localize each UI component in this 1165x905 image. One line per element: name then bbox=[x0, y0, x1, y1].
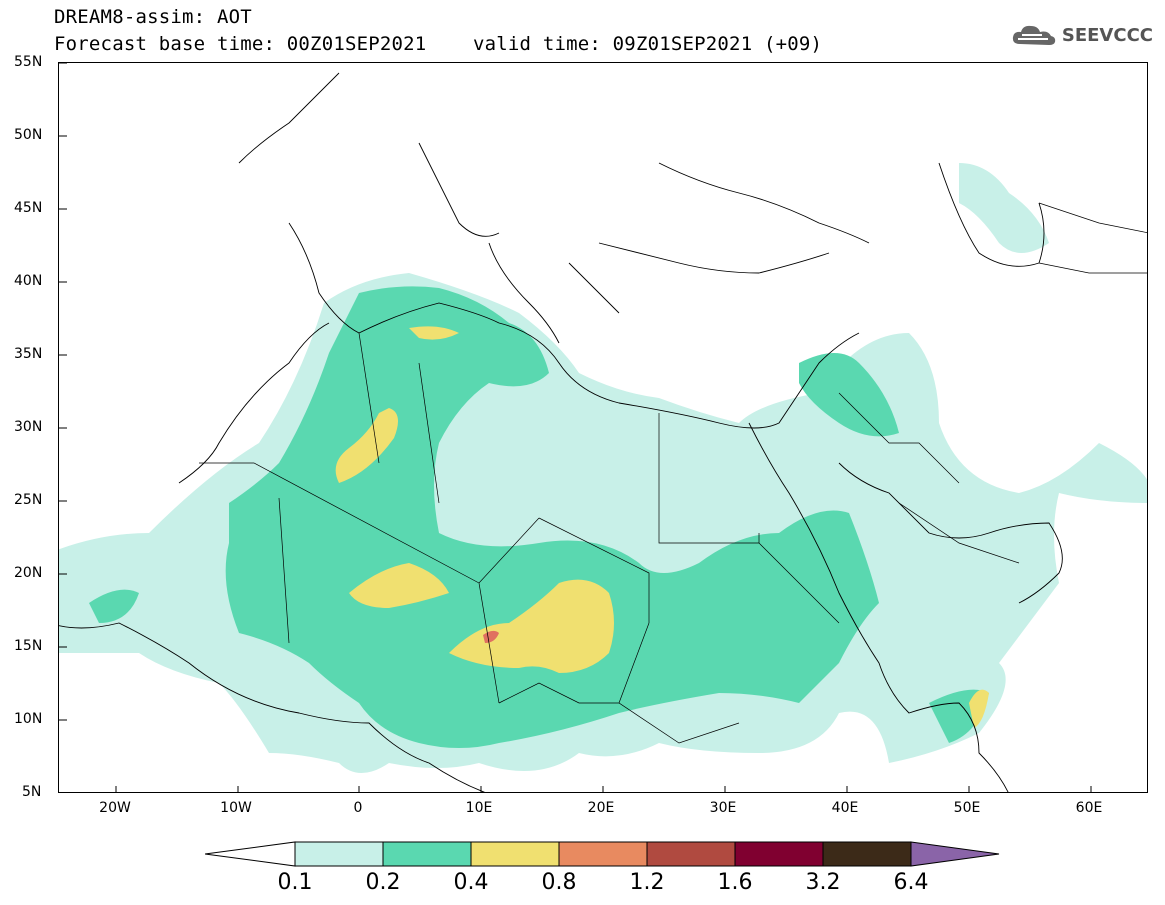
country-borders bbox=[199, 202, 1147, 744]
colorbar-bin bbox=[470, 841, 560, 867]
logo-text: SEEVCCC bbox=[1061, 24, 1153, 46]
lon-label: 60E bbox=[1075, 800, 1103, 816]
colorbar-bin bbox=[822, 841, 912, 867]
lon-label: 30E bbox=[709, 800, 737, 816]
lon-label: 50E bbox=[953, 800, 981, 816]
aot-map[interactable] bbox=[58, 62, 1148, 793]
aot-field-peak bbox=[483, 630, 499, 643]
colorbar-bin bbox=[558, 841, 648, 867]
colorbar-upper-arrow bbox=[910, 841, 1000, 867]
colorbar-label: 3.2 bbox=[805, 870, 841, 895]
colorbar-label: 6.4 bbox=[893, 870, 929, 895]
lat-label: 15N bbox=[14, 638, 43, 654]
colorbar-label: 0.8 bbox=[541, 870, 577, 895]
axis-ticks bbox=[59, 63, 1092, 792]
lat-label: 20N bbox=[14, 565, 43, 581]
lat-label: 5N bbox=[22, 784, 42, 800]
colorbar-label: 0.4 bbox=[453, 870, 489, 895]
colorbar-bin bbox=[294, 841, 384, 867]
colorbar-label: 1.2 bbox=[629, 870, 665, 895]
lat-label: 55N bbox=[14, 54, 43, 70]
colorbar-bin bbox=[646, 841, 736, 867]
lon-label: 10W bbox=[220, 800, 252, 816]
lat-label: 30N bbox=[14, 419, 43, 435]
lon-label: 0 bbox=[353, 800, 363, 816]
lat-label: 25N bbox=[14, 492, 43, 508]
lat-label: 10N bbox=[14, 711, 43, 727]
lat-label: 45N bbox=[14, 200, 43, 216]
seevccc-logo: SEEVCCC bbox=[1010, 22, 1153, 48]
map-subtitle: Forecast base time: 00Z01SEP2021 valid t… bbox=[54, 33, 823, 55]
map-canvas bbox=[59, 63, 1147, 792]
colorbar-label: 0.1 bbox=[277, 870, 313, 895]
colorbar-label: 1.6 bbox=[717, 870, 753, 895]
colorbar-bin bbox=[382, 841, 472, 867]
lon-label: 20E bbox=[587, 800, 615, 816]
lat-label: 35N bbox=[14, 346, 43, 362]
aot-colorbar bbox=[205, 841, 1000, 867]
map-title: DREAM8-assim: AOT bbox=[54, 6, 252, 28]
lon-label: 20W bbox=[99, 800, 131, 816]
lat-label: 40N bbox=[14, 273, 43, 289]
lon-label: 10E bbox=[465, 800, 493, 816]
lat-label: 50N bbox=[14, 127, 43, 143]
cloud-icon bbox=[1012, 25, 1056, 45]
colorbar-label: 0.2 bbox=[365, 870, 401, 895]
coastlines bbox=[59, 72, 1063, 792]
colorbar-bin bbox=[734, 841, 824, 867]
aot-field-mid bbox=[89, 286, 989, 748]
lon-label: 40E bbox=[831, 800, 859, 816]
colorbar-lower-arrow bbox=[205, 841, 296, 867]
